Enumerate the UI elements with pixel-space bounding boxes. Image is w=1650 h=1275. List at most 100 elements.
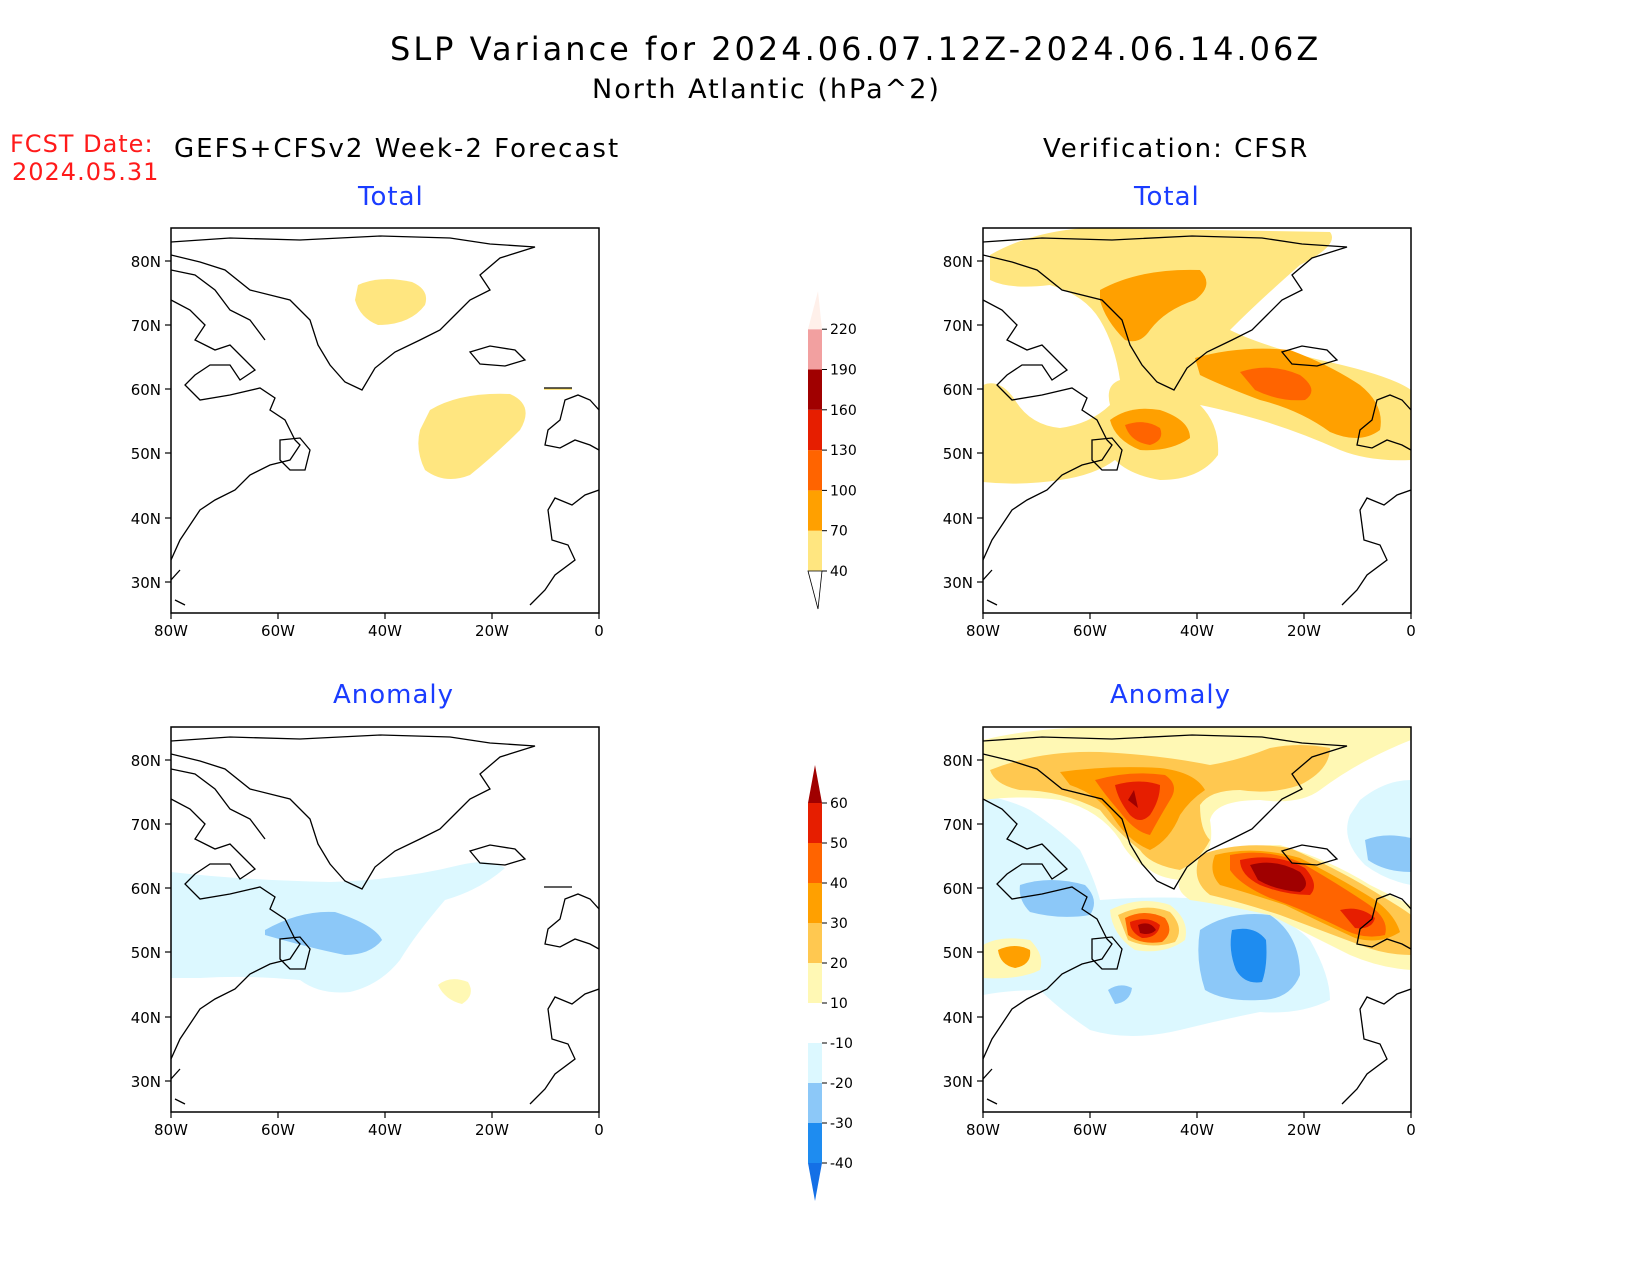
colorbar-label: 40 <box>830 876 848 892</box>
lat-tick-label: 50N <box>131 445 161 463</box>
forecast-total-contour-40 <box>355 279 427 325</box>
forecast-anomaly-title: Anomaly <box>333 680 455 710</box>
verification-total-contour-70 <box>1100 269 1207 342</box>
verification-anomaly-contour-50 <box>1115 781 1160 820</box>
verification-total-title: Total <box>1134 182 1200 212</box>
verification-anomaly-contour-neg20 <box>1365 835 1411 872</box>
lon-tick-label: 20W <box>1287 622 1321 640</box>
lon-tick-label: 80W <box>966 622 1000 640</box>
lon-tick-label: 0 <box>594 1121 604 1139</box>
fcst-date-label: FCST Date: <box>10 130 154 158</box>
colorbar-box <box>808 329 822 370</box>
verification-anomaly-map <box>983 727 1411 1104</box>
colorbar-box <box>808 1043 822 1083</box>
lon-tick-label: 80W <box>154 1121 188 1139</box>
lat-tick-label: 60N <box>131 381 161 399</box>
lat-tick-label: 40N <box>131 1009 161 1027</box>
verification-anomaly-contour-60 <box>1250 862 1306 892</box>
colorbar-label: 20 <box>830 956 848 972</box>
verification-total-contour-40 <box>983 228 1411 484</box>
forecast-anomaly-contour-neg20 <box>265 911 382 955</box>
colorbar-box <box>808 923 822 963</box>
page-title: SLP Variance for 2024.06.07.12Z-2024.06.… <box>390 30 1322 68</box>
colorbar-label: 130 <box>830 443 857 459</box>
lon-tick-label: 60W <box>1073 622 1107 640</box>
colorbar-label: 100 <box>830 483 857 499</box>
verification-anomaly-contour-neg20 <box>1019 880 1094 917</box>
verification-anomaly-contour-60 <box>1138 923 1156 934</box>
lon-tick-label: 60W <box>261 1121 295 1139</box>
verification-anomaly-title: Anomaly <box>1110 680 1232 710</box>
lon-tick-label: 80W <box>966 1121 1000 1139</box>
colorbar-label: 30 <box>830 916 848 932</box>
axes-layer: 80N 70N 60N 50N 40N 30N 80W 60W 40W 20W 0 80N 70N 60N… <box>131 253 1416 1139</box>
lat-tick-label: 60N <box>943 880 973 898</box>
lat-tick-label: 80N <box>131 253 161 271</box>
colorbar-box <box>808 843 822 883</box>
lon-tick-label: 60W <box>261 622 295 640</box>
colorbar-box <box>808 883 822 923</box>
colorbar-label: 190 <box>830 363 857 379</box>
colorbar-label: 60 <box>830 796 848 812</box>
lat-tick-label: 80N <box>943 752 973 770</box>
lat-tick-label: 40N <box>943 510 973 528</box>
lat-tick-label: 30N <box>131 1073 161 1091</box>
lat-tick-label: 80N <box>131 752 161 770</box>
lon-tick-label: 40W <box>1180 1121 1214 1139</box>
colorbar-label: -40 <box>830 1156 853 1172</box>
lat-tick-label: 50N <box>131 944 161 962</box>
lat-tick-label: 40N <box>943 1009 973 1027</box>
page-subtitle: North Atlantic (hPa^2) <box>592 74 941 105</box>
colorbar-box <box>808 1003 822 1043</box>
forecast-anomaly-map <box>171 735 599 1104</box>
lat-tick-label: 70N <box>943 816 973 834</box>
verification-anomaly-contour-20 <box>998 946 1031 968</box>
colorbar-label: -30 <box>830 1116 853 1132</box>
colorbar-box <box>808 490 822 531</box>
colorbar-box <box>808 963 822 1003</box>
total-colorbar: 40 70 100 130 160 190 220 <box>807 291 857 610</box>
lat-tick-label: 60N <box>131 880 161 898</box>
lat-tick-label: 70N <box>131 317 161 335</box>
colorbar-label: 160 <box>830 403 857 419</box>
colorbar-label: -20 <box>830 1076 853 1092</box>
lon-tick-label: 40W <box>1180 622 1214 640</box>
lon-tick-label: 60W <box>1073 1121 1107 1139</box>
colorbar-box <box>808 530 822 571</box>
verification-total-map <box>983 228 1411 606</box>
colorbar-box <box>808 450 822 491</box>
forecast-total-map <box>171 235 599 606</box>
colorbar-label: 40 <box>830 564 848 580</box>
forecast-total-contour-40 <box>418 393 526 479</box>
colorbar-box <box>808 369 822 410</box>
lon-tick-label: 20W <box>1287 1121 1321 1139</box>
lat-tick-label: 80N <box>943 253 973 271</box>
colorbar-arrow-top <box>808 765 822 803</box>
lon-tick-label: 80W <box>154 622 188 640</box>
colorbar-arrow-top <box>808 291 822 330</box>
lon-tick-label: 0 <box>1406 622 1416 640</box>
lat-tick-label: 30N <box>943 1073 973 1091</box>
forecast-header: GEFS+CFSv2 Week-2 Forecast <box>174 134 621 164</box>
colorbar-label: -10 <box>830 1036 853 1052</box>
colorbar-label: 220 <box>830 322 857 338</box>
lat-tick-label: 70N <box>943 317 973 335</box>
lat-tick-label: 70N <box>131 816 161 834</box>
verification-anomaly-contour-60 <box>1128 790 1138 808</box>
lat-tick-label: 60N <box>943 381 973 399</box>
lat-tick-label: 50N <box>943 445 973 463</box>
lon-tick-label: 0 <box>594 622 604 640</box>
colorbar-box <box>808 409 822 451</box>
lat-tick-label: 30N <box>131 574 161 592</box>
colorbar-arrow-bottom <box>807 570 823 610</box>
fcst-date-value: 2024.05.31 <box>12 158 160 186</box>
forecast-total-title: Total <box>358 182 424 212</box>
lon-tick-label: 0 <box>1406 1121 1416 1139</box>
verification-total-contour-100 <box>1125 422 1162 445</box>
lat-tick-label: 40N <box>131 510 161 528</box>
lon-tick-label: 20W <box>475 622 509 640</box>
verification-anomaly-contour-neg30 <box>1230 928 1267 983</box>
colorbar-box <box>808 1123 822 1163</box>
colorbar-label: 10 <box>830 996 848 1012</box>
